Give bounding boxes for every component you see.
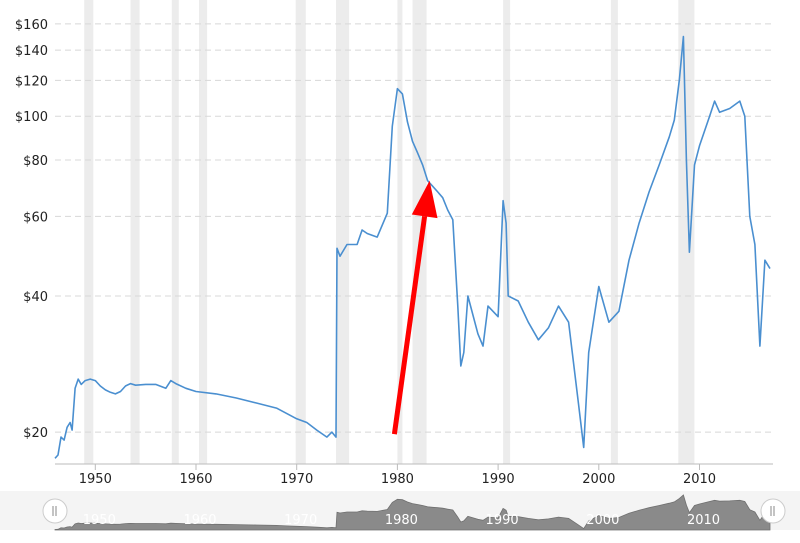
navigator-tick-label: 2010 bbox=[687, 513, 720, 528]
x-tick-label: 1990 bbox=[482, 472, 515, 487]
navigator-tick-label: 1950 bbox=[83, 513, 116, 528]
x-axis: 1950 1960 1970 1980 1990 2000 2010 bbox=[55, 463, 773, 487]
recession-band bbox=[84, 0, 94, 464]
drag-handle-icon bbox=[770, 506, 775, 516]
navigator-tick-label: 1990 bbox=[486, 513, 519, 528]
y-tick-label: $160 bbox=[15, 18, 48, 33]
y-axis: $20 $40 $60 $80 $100 $120 $140 $160 bbox=[15, 18, 48, 441]
recession-band bbox=[397, 0, 403, 464]
navigator[interactable]: 1950 1960 1970 1980 1990 2000 2010 bbox=[0, 491, 800, 531]
navigator-area bbox=[54, 494, 771, 531]
drag-handle-icon bbox=[52, 506, 57, 516]
recession-band bbox=[130, 0, 140, 464]
series-layer bbox=[54, 35, 771, 459]
navigator-tick-label: 1970 bbox=[284, 513, 317, 528]
recession-bands bbox=[84, 0, 695, 464]
recession-band bbox=[610, 0, 618, 464]
x-tick-label: 1980 bbox=[381, 472, 414, 487]
y-tick-label: $120 bbox=[15, 74, 48, 89]
navigator-left-handle[interactable] bbox=[42, 498, 68, 524]
recession-band bbox=[295, 0, 306, 464]
y-tick-label: $80 bbox=[23, 154, 48, 169]
annotation-layer bbox=[391, 180, 438, 435]
navigator-tick-label: 1980 bbox=[385, 513, 418, 528]
y-tick-label: $40 bbox=[23, 290, 48, 305]
recession-band bbox=[336, 0, 350, 464]
navigator-right-handle[interactable] bbox=[760, 498, 786, 524]
y-tick-label: $100 bbox=[15, 110, 48, 125]
x-tick-label: 2000 bbox=[582, 472, 615, 487]
arrow-shaft bbox=[391, 215, 428, 435]
navigator-tick-label: 1960 bbox=[183, 513, 216, 528]
x-tick-label: 2010 bbox=[683, 472, 716, 487]
y-tick-label: $20 bbox=[23, 426, 48, 441]
recession-band bbox=[171, 0, 179, 464]
y-tick-label: $140 bbox=[15, 44, 48, 59]
price-line bbox=[54, 35, 771, 459]
navigator-tick-label: 2000 bbox=[586, 513, 619, 528]
x-tick-label: 1960 bbox=[179, 472, 212, 487]
recession-band bbox=[199, 0, 208, 464]
y-tick-label: $60 bbox=[23, 210, 48, 225]
x-tick-label: 1970 bbox=[280, 472, 313, 487]
x-tick-label: 1950 bbox=[79, 472, 112, 487]
arrow-head bbox=[411, 180, 438, 219]
